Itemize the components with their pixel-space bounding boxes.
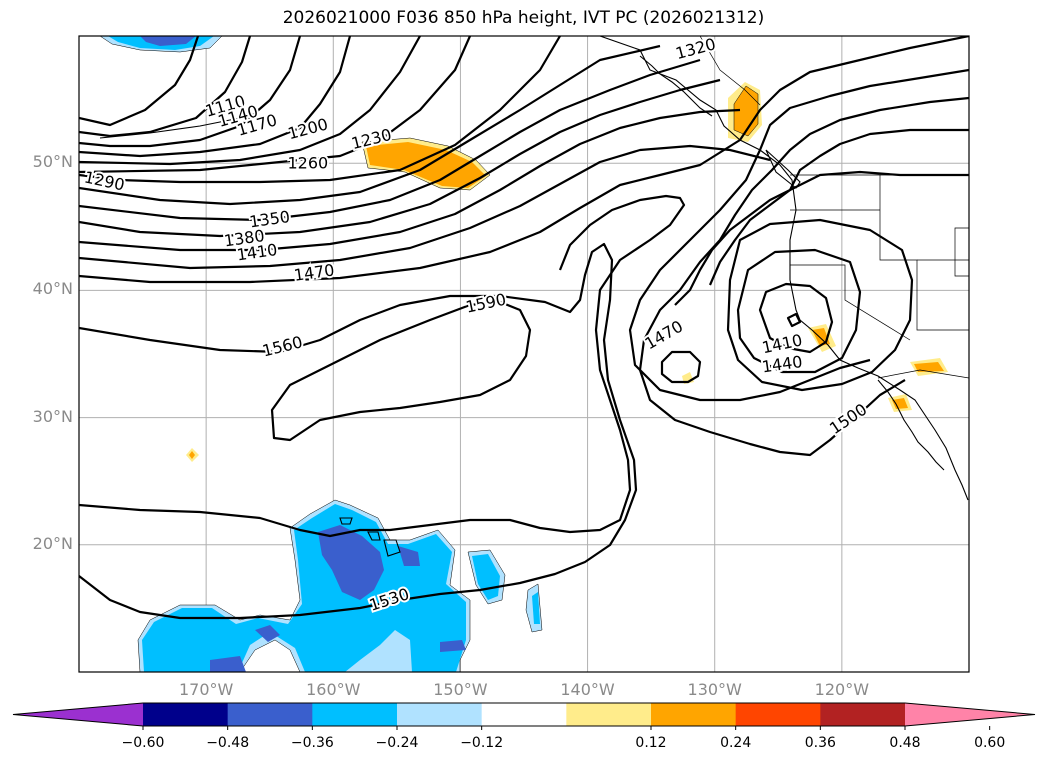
ivt-fill-dark-blue <box>210 656 246 672</box>
colorbar-segment <box>481 703 567 726</box>
contour-1350 <box>79 58 701 222</box>
contour-low-inner <box>786 312 802 328</box>
contour-1170 <box>79 36 302 148</box>
colorbar-tick-label: −0.24 <box>375 735 419 751</box>
coastline-north-america <box>599 36 969 501</box>
border-state-5 <box>954 227 969 277</box>
gridlines <box>79 36 969 672</box>
lon-tick-label: 160°W <box>306 680 361 699</box>
lon-tick-label: 130°W <box>687 680 742 699</box>
colorbar-tick-label: 0.36 <box>804 735 836 751</box>
border-us-mexico <box>877 369 969 379</box>
contour-1410 <box>79 108 741 252</box>
colorbar-tick-label: 0.24 <box>720 735 752 751</box>
colorbar-segment <box>397 703 483 726</box>
colorbar-extend-max <box>905 703 1035 726</box>
contour-1380 <box>79 78 721 238</box>
ivt-fill-dark-blue <box>398 546 420 566</box>
contour-1440 <box>79 144 771 270</box>
lon-tick-label: 120°W <box>814 680 870 699</box>
ivt-fill-orange <box>892 398 908 409</box>
contour-1470a <box>79 36 969 284</box>
map-layers <box>79 36 969 672</box>
border-alaska-canada <box>699 36 761 106</box>
contour-1200 <box>79 36 352 158</box>
coastline-baja <box>877 379 945 471</box>
contour-1320 <box>79 44 661 206</box>
map-title: 2026021000 F036 850 hPa height, IVT PC (… <box>282 8 765 28</box>
lat-tick-label: 30°N <box>32 406 73 426</box>
contour-1410-loop <box>758 282 834 354</box>
contour-1260 <box>79 36 472 174</box>
ivt-fill-dark-blue <box>255 625 280 642</box>
colorbar-tick-label: −0.48 <box>206 735 250 751</box>
contour-1140 <box>79 36 252 138</box>
coastline-alaska-islands <box>639 55 713 117</box>
contour-label: 1260 <box>287 154 328 173</box>
contour-1110 <box>79 36 200 127</box>
lat-tick-label: 20°N <box>32 533 73 553</box>
ivt-fill-dark-blue <box>140 36 196 46</box>
coastline-hawaii-oahu <box>339 517 353 525</box>
contour-1560 <box>79 242 638 620</box>
contour-1290 <box>79 36 561 184</box>
contour-1590 <box>270 300 532 442</box>
lat-tick-label: 40°N <box>32 279 73 299</box>
lon-tick-label: 170°W <box>178 680 234 699</box>
ivt-fill-dark-blue <box>440 640 466 652</box>
contour-1500-loop <box>726 218 914 392</box>
contour-1230 <box>79 36 421 166</box>
contour-1470b <box>628 68 969 402</box>
colorbar <box>12 702 1036 730</box>
colorbar-segment <box>227 703 313 726</box>
contour-1530a <box>674 128 969 306</box>
ivt-fill-dark-blue <box>318 525 384 600</box>
lat-tick-label: 50°N <box>32 152 73 172</box>
coastline-hawaii-maui <box>367 531 381 541</box>
map-frame-border <box>78 35 970 673</box>
lon-tick-label: 140°W <box>560 680 615 699</box>
colorbar-tick-label: 0.48 <box>889 735 921 751</box>
ivt-fill-orange <box>366 142 486 188</box>
colorbar-extend-min <box>13 703 143 726</box>
border-state-3 <box>790 264 911 341</box>
colorbar-segment <box>143 703 229 726</box>
colorbar-segment <box>566 703 652 726</box>
lon-tick-label: 150°W <box>433 680 488 699</box>
ivt-fill-orange <box>189 451 195 459</box>
ivt-fill-blue <box>532 592 540 624</box>
contour-1470-loop <box>660 350 702 384</box>
colorbar-segment <box>735 703 821 726</box>
colorbar-segment <box>312 703 398 726</box>
contour-1500a <box>638 96 969 457</box>
contour-1530 <box>79 194 686 538</box>
colorbar-tick-label: −0.12 <box>460 735 504 751</box>
colorbar-tick-label: −0.60 <box>121 735 165 751</box>
height-contours <box>79 36 969 620</box>
ivt-fill-orange <box>914 362 944 372</box>
contour-1560a <box>708 170 969 286</box>
coastline-hawaii-big-island <box>383 539 401 557</box>
colorbar-tick-label: 0.60 <box>974 735 1006 751</box>
colorbar-segment <box>820 703 906 726</box>
colorbar-segment <box>651 703 737 726</box>
colorbar-tick-label: −0.36 <box>290 735 334 751</box>
contour-1440-loop <box>736 248 862 374</box>
colorbar-tick-label: 0.12 <box>635 735 667 751</box>
map-frame-background <box>79 36 969 672</box>
